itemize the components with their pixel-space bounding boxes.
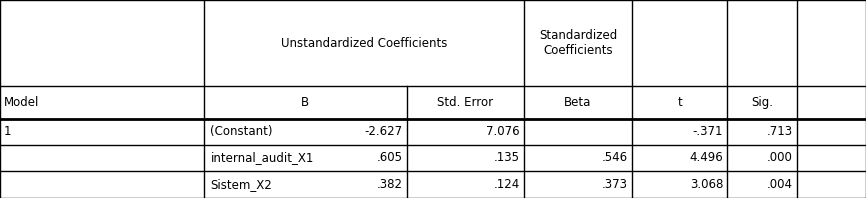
Text: 3.068: 3.068: [689, 178, 723, 191]
Text: Model: Model: [3, 96, 39, 109]
Text: 1: 1: [3, 125, 11, 138]
Text: 7.076: 7.076: [486, 125, 520, 138]
Text: Unstandardized Coefficients: Unstandardized Coefficients: [281, 37, 447, 50]
Text: -2.627: -2.627: [365, 125, 403, 138]
Text: B: B: [301, 96, 309, 109]
Text: Sig.: Sig.: [751, 96, 773, 109]
Text: .713: .713: [766, 125, 792, 138]
Text: internal_audit_X1: internal_audit_X1: [210, 151, 313, 164]
Text: -.371: -.371: [693, 125, 723, 138]
Text: .546: .546: [602, 151, 628, 164]
Text: (Constant): (Constant): [210, 125, 273, 138]
Text: .605: .605: [377, 151, 403, 164]
Text: Sistem_X2: Sistem_X2: [210, 178, 272, 191]
Text: .004: .004: [766, 178, 792, 191]
Text: .373: .373: [602, 178, 628, 191]
Text: .124: .124: [494, 178, 520, 191]
Text: t: t: [677, 96, 682, 109]
Text: Beta: Beta: [565, 96, 591, 109]
Text: .000: .000: [766, 151, 792, 164]
Text: Standardized
Coefficients: Standardized Coefficients: [539, 29, 617, 57]
Text: .382: .382: [377, 178, 403, 191]
Text: Std. Error: Std. Error: [437, 96, 494, 109]
Text: 4.496: 4.496: [689, 151, 723, 164]
Text: .135: .135: [494, 151, 520, 164]
